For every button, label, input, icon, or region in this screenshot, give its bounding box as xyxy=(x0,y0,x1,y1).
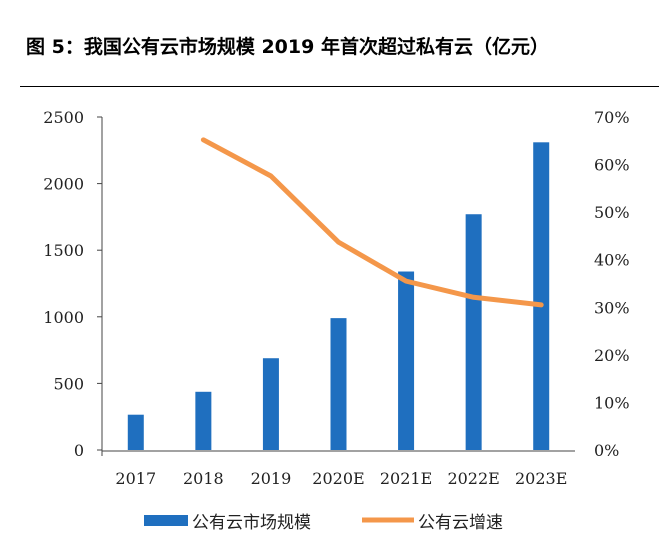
x-tick-label: 2020E xyxy=(312,469,364,488)
bar-public-cloud-size xyxy=(533,142,550,451)
line-public-cloud-growth xyxy=(200,137,544,308)
y-right-tick-label: 70% xyxy=(594,108,630,127)
x-tick-label: 2019 xyxy=(251,469,292,488)
bar-public-cloud-size xyxy=(465,214,482,450)
y-left-tick-label: 500 xyxy=(53,374,84,393)
y-right-tick-label: 0% xyxy=(594,441,619,460)
y-right-tick-label: 40% xyxy=(594,251,630,270)
y-right-tick-label: 30% xyxy=(594,298,630,317)
x-tick-label: 2023E xyxy=(515,469,567,488)
x-tick-label: 2022E xyxy=(447,469,499,488)
x-tick-label: 2018 xyxy=(183,469,224,488)
y-left-tick-label: 1000 xyxy=(43,308,84,327)
bar-public-cloud-size xyxy=(195,391,212,450)
bar-public-cloud-size xyxy=(398,271,415,450)
legend-label-bar: 公有云市场规模 xyxy=(192,513,311,533)
y-left-tick-label: 2500 xyxy=(43,108,84,127)
y-right-tick-label: 20% xyxy=(594,346,630,365)
y-right-tick-label: 50% xyxy=(594,203,630,222)
y-right-tick-label: 10% xyxy=(594,393,630,412)
x-tick-label: 2017 xyxy=(115,469,156,488)
y-left-tick-label: 0 xyxy=(74,441,84,460)
y-left-tick-label: 2000 xyxy=(43,175,84,194)
chart-title: 图 5：我国公有云市场规模 2019 年首次超过私有云（亿元） xyxy=(26,36,549,58)
bar-public-cloud-size xyxy=(127,414,144,450)
legend-swatch-bar xyxy=(144,515,188,526)
bar-public-cloud-size xyxy=(330,318,347,450)
title-divider xyxy=(20,86,659,87)
legend-label-line: 公有云增速 xyxy=(418,513,503,533)
y-left-tick-label: 1500 xyxy=(43,241,84,260)
x-tick-label: 2021E xyxy=(380,469,432,488)
bar-public-cloud-size xyxy=(262,358,279,450)
y-right-tick-label: 60% xyxy=(594,156,630,175)
